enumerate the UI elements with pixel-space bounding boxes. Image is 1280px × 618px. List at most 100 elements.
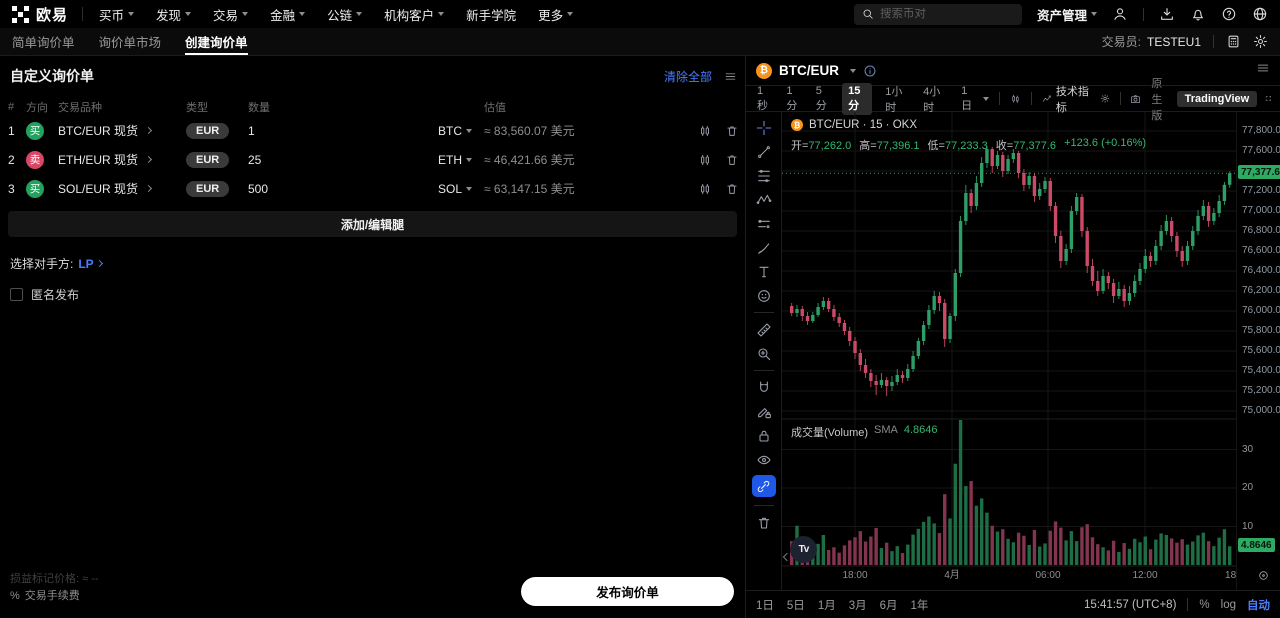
currency-selector[interactable]: BTC <box>438 124 472 138</box>
price-tick: 76,600.0 <box>1242 245 1280 256</box>
nav-item-discover[interactable]: 发现 <box>156 5 192 24</box>
view-chart-icon[interactable] <box>698 153 712 167</box>
drawing-lock-tool-icon[interactable] <box>754 403 774 420</box>
timeframe-1s[interactable]: 1秒 <box>757 84 768 112</box>
chart-canvas[interactable]: 18:00 4月 06:00 12:00 18: ₿ BTC/EUR · 15 · OK… <box>782 112 1239 590</box>
quantity-input[interactable]: 1 <box>248 123 255 138</box>
range-6m[interactable]: 6月 <box>879 599 898 612</box>
instrument-selector[interactable]: BTC/EUR 现货 <box>58 122 186 139</box>
add-edit-legs-button[interactable]: 添加/编辑腿 <box>8 211 737 237</box>
search-box[interactable] <box>853 3 1022 25</box>
log-scale-toggle[interactable]: log <box>1220 598 1236 611</box>
nav-item-chain[interactable]: 公链 <box>327 5 363 24</box>
projection-tool-icon[interactable] <box>754 215 774 232</box>
nav-item-finance[interactable]: 金融 <box>270 5 306 24</box>
timeframe-1d[interactable]: 1日 <box>961 84 973 112</box>
search-input[interactable] <box>879 8 1000 20</box>
notifications-icon[interactable] <box>1190 6 1206 22</box>
tradingview-toggle[interactable]: TradingView <box>1176 90 1258 107</box>
chart-style-icon[interactable] <box>1010 92 1021 106</box>
quantity-input[interactable]: 25 <box>248 152 262 167</box>
range-1m[interactable]: 1月 <box>817 599 836 612</box>
help-icon[interactable] <box>1221 6 1237 22</box>
tradingview-logo[interactable]: Tv <box>790 536 817 563</box>
ruler-tool-icon[interactable] <box>754 321 774 338</box>
nav-item-institutional[interactable]: 机构客户 <box>384 5 445 24</box>
delete-leg-icon[interactable] <box>725 182 739 196</box>
chart-symbol[interactable]: BTC/EUR <box>779 63 839 78</box>
fee-label[interactable]: 交易手续费 <box>24 590 80 602</box>
candle <box>848 331 852 341</box>
candle <box>800 309 804 316</box>
magnet-tool-icon[interactable] <box>754 379 774 396</box>
clear-all-link[interactable]: 清除全部 <box>663 69 712 84</box>
brush-tool-icon[interactable] <box>754 239 774 256</box>
tab-create-rfq[interactable]: 创建询价单 <box>185 28 248 55</box>
xabcd-pattern-tool-icon[interactable] <box>754 191 774 208</box>
settings-gear-icon[interactable] <box>1253 34 1268 49</box>
timeframe-15m[interactable]: 15分 <box>842 82 873 115</box>
range-1d[interactable]: 1日 <box>756 599 774 612</box>
hide-drawings-tool-icon[interactable] <box>754 451 774 468</box>
counterparty-selector[interactable]: LP <box>78 257 103 271</box>
snapshot-camera-icon[interactable] <box>1130 92 1141 106</box>
price-axis[interactable]: 75,000.0 75,200.0 75,400.0 75,600.0 75,800.0… <box>1236 112 1280 590</box>
auto-scale-toggle[interactable]: 自动 <box>1247 599 1270 612</box>
range-5d[interactable]: 5日 <box>786 599 805 612</box>
range-1y[interactable]: 1年 <box>910 599 929 612</box>
user-icon[interactable] <box>1112 6 1128 22</box>
nav-item-trade[interactable]: 交易 <box>213 5 249 24</box>
quote-type-pill[interactable]: EUR <box>186 122 230 139</box>
calculator-icon[interactable] <box>1226 34 1241 49</box>
range-3m[interactable]: 3月 <box>848 599 867 612</box>
quantity-input[interactable]: 500 <box>248 181 269 196</box>
delete-leg-icon[interactable] <box>725 153 739 167</box>
panel-menu-icon[interactable] <box>724 70 737 83</box>
timeframe-1h[interactable]: 1小时 <box>885 85 903 114</box>
tab-rfq-market[interactable]: 询价单市场 <box>98 36 162 50</box>
timeframe-5m[interactable]: 5分 <box>815 84 827 112</box>
quote-type-pill[interactable]: EUR <box>186 151 230 168</box>
volume-bar <box>1212 546 1216 565</box>
trendline-tool-icon[interactable] <box>754 143 774 160</box>
instrument-selector[interactable]: ETH/EUR 现货 <box>58 151 186 168</box>
currency-selector[interactable]: ETH <box>438 153 472 167</box>
lock-tool-icon[interactable] <box>754 427 774 444</box>
remove-drawings-icon[interactable] <box>754 514 774 531</box>
view-chart-icon[interactable] <box>698 124 712 138</box>
nav-item-more[interactable]: 更多 <box>538 5 574 24</box>
zoom-in-tool-icon[interactable] <box>754 345 774 362</box>
view-chart-icon[interactable] <box>698 182 712 196</box>
scroll-to-realtime-icon[interactable] <box>1257 569 1270 587</box>
instrument-selector[interactable]: SOL/EUR 现货 <box>58 180 186 197</box>
emoji-tool-icon[interactable] <box>754 287 774 304</box>
expand-icon[interactable] <box>1265 92 1272 105</box>
fib-retracement-tool-icon[interactable] <box>754 167 774 184</box>
nav-item-academy[interactable]: 新手学院 <box>466 8 517 23</box>
delete-leg-icon[interactable] <box>725 124 739 138</box>
indicators-button[interactable]: 技术指标 <box>1042 83 1090 115</box>
timeframe-1m[interactable]: 1分 <box>786 84 798 112</box>
tab-simple-rfq[interactable]: 简单询价单 <box>12 36 75 50</box>
link-tool-icon[interactable] <box>751 475 776 497</box>
publish-rfq-button[interactable]: 发布询价单 <box>521 577 734 606</box>
text-tool-icon[interactable] <box>754 263 774 280</box>
nav-item-buy-crypto[interactable]: 买币 <box>99 5 135 24</box>
timeframe-4h[interactable]: 4小时 <box>923 85 941 114</box>
timeframe-dropdown-icon[interactable] <box>983 96 990 101</box>
chart-menu-icon[interactable] <box>1256 61 1270 75</box>
anonymous-checkbox[interactable] <box>10 288 23 301</box>
percent-scale-toggle[interactable]: % <box>1199 598 1210 611</box>
quote-type-pill[interactable]: EUR <box>186 180 230 197</box>
chart-legend-title[interactable]: BTC/EUR · 15 · OKX <box>809 119 917 131</box>
assets-menu[interactable]: 资产管理 <box>1037 5 1097 24</box>
okx-brand[interactable]: 欧易 <box>12 4 68 25</box>
chevron-down-icon[interactable] <box>850 68 856 73</box>
native-version-toggle[interactable]: 原生版 <box>1151 77 1163 122</box>
download-icon[interactable] <box>1159 6 1175 22</box>
info-icon[interactable] <box>863 64 877 78</box>
crosshair-tool-icon[interactable] <box>754 119 774 136</box>
currency-selector[interactable]: SOL <box>438 182 472 196</box>
language-globe-icon[interactable] <box>1252 6 1268 22</box>
chart-settings-icon[interactable] <box>1100 92 1110 105</box>
